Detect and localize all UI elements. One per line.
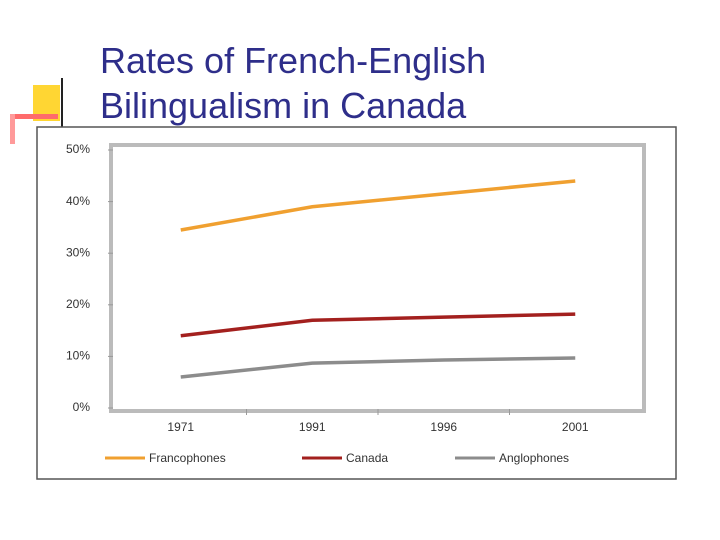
- x-tick-label: 1971: [167, 420, 194, 434]
- series-line: [180, 179, 576, 232]
- x-tick-label: 1996: [430, 420, 457, 434]
- y-tick-label: 10%: [66, 349, 90, 363]
- slide-title: Rates of French-English Bilingualism in …: [100, 40, 487, 126]
- y-tick-label: 40%: [66, 194, 90, 208]
- legend-label: Anglophones: [499, 451, 569, 465]
- legend-label: Canada: [346, 451, 388, 465]
- series-line: [180, 312, 576, 338]
- decor-bar: [10, 114, 15, 144]
- decor-line: [61, 78, 63, 128]
- series-line: [180, 356, 576, 379]
- decor-bar: [10, 114, 58, 119]
- y-tick-label: 0%: [73, 400, 91, 414]
- y-tick-label: 50%: [66, 142, 90, 156]
- x-tick-label: 2001: [562, 420, 589, 434]
- y-tick-label: 30%: [66, 245, 90, 259]
- chart-frame: [36, 126, 677, 480]
- y-tick-label: 20%: [66, 297, 90, 311]
- x-tick-label: 1991: [299, 420, 326, 434]
- legend-label: Francophones: [149, 451, 226, 465]
